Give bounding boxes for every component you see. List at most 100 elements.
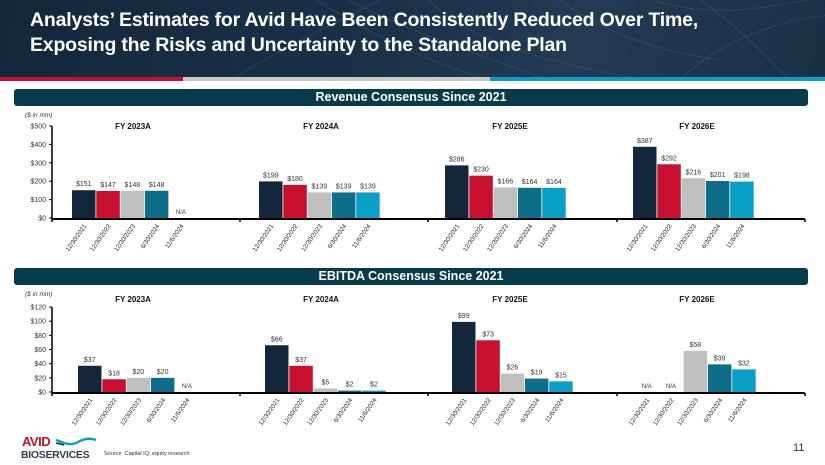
ebitda-x-tick-label: 12/30/2022	[95, 397, 119, 427]
revenue-data-label: $148	[125, 182, 141, 189]
ebitda-x-tick-label: 6/30/2024	[332, 397, 354, 424]
revenue-bar	[120, 190, 145, 218]
revenue-bar	[259, 181, 283, 218]
ebitda-x-tick-label: 11/6/2024	[357, 397, 379, 424]
ebitda-data-label: $66	[271, 336, 283, 343]
ebitda-data-label-na: N/A	[666, 384, 676, 390]
ebitda-x-tick-label: 6/30/2024	[519, 397, 541, 424]
ebitda-data-label: $5	[321, 379, 329, 386]
revenue-y-tick-label: $100	[30, 197, 46, 204]
ebitda-y-tick-label: $120	[30, 305, 46, 312]
ebitda-x-tick-label: 12/30/2022	[652, 397, 676, 427]
ebitda-data-label: $2	[346, 382, 354, 389]
revenue-data-label: $139	[336, 183, 352, 190]
revenue-y-tick-label: $300	[30, 160, 46, 167]
ebitda-bar	[452, 321, 476, 392]
ebitda-data-label: $37	[84, 357, 96, 364]
page-number: 11	[793, 442, 805, 454]
ebitda-x-tick-label: 12/30/2022	[469, 397, 493, 427]
ebitda-bar	[683, 350, 708, 392]
ebitda-x-tick-label: 11/6/2024	[544, 397, 566, 424]
ebitda-data-label: $18	[108, 370, 120, 377]
ebitda-bar	[500, 373, 525, 392]
revenue-y-tick-label: $200	[30, 179, 46, 186]
revenue-y-tick-label: $0	[38, 216, 46, 223]
revenue-bar	[469, 175, 493, 218]
ebitda-x-tick-label: 12/30/2023	[493, 397, 517, 427]
ebitda-x-tick-label: 12/30/2022	[282, 397, 306, 427]
avid-logo: AVID BIOSERVICES	[20, 434, 100, 461]
ebitda-data-label: $20	[157, 369, 169, 376]
ebitda-y-tick-label: $20	[34, 375, 46, 382]
revenue-data-label: $216	[686, 169, 702, 176]
stripe-gray	[183, 77, 490, 81]
revenue-bar	[307, 192, 332, 218]
revenue-group-title: FY 2023A	[115, 122, 151, 131]
revenue-data-label: $292	[661, 155, 677, 162]
ebitda-group-title: FY 2024A	[303, 295, 339, 304]
logo-text-bottom: BIOSERVICES	[21, 449, 90, 460]
revenue-bar	[705, 181, 730, 218]
revenue-group-title: FY 2025E	[492, 122, 528, 131]
ebitda-x-tick-label: 12/30/2023	[676, 397, 700, 427]
revenue-data-label: $286	[449, 156, 465, 163]
revenue-bar	[730, 181, 754, 218]
ebitda-data-label: $73	[482, 331, 494, 338]
ebitda-bar	[265, 345, 289, 392]
revenue-bar	[633, 146, 657, 218]
revenue-data-label: $139	[312, 183, 328, 190]
ebitda-bar	[707, 364, 732, 392]
ebitda-x-tick-label: 6/30/2024	[702, 397, 724, 424]
ebitda-data-label-na: N/A	[642, 384, 652, 390]
stripe-red	[0, 77, 183, 81]
revenue-group-title: FY 2026E	[679, 122, 715, 131]
banner-decoration	[234, 0, 825, 77]
revenue-group-title: FY 2024A	[303, 122, 339, 131]
revenue-bar	[493, 187, 518, 218]
revenue-data-label: $151	[76, 181, 92, 188]
revenue-data-label: $147	[100, 182, 116, 189]
ebitda-data-label: $99	[458, 313, 470, 320]
revenue-bar	[542, 187, 566, 218]
ebitda-bar	[549, 381, 573, 392]
revenue-data-label: $180	[287, 176, 303, 183]
ebitda-x-tick-label: 12/30/2021	[258, 397, 282, 427]
revenue-data-label: $148	[149, 182, 165, 189]
ebitda-bar	[102, 379, 126, 392]
ebitda-unit-label: ($ in mm)	[25, 291, 52, 298]
ebitda-data-label: $37	[295, 357, 307, 364]
revenue-bar	[96, 190, 120, 218]
revenue-y-tick-label: $400	[30, 142, 46, 149]
revenue-data-label-na: N/A	[176, 210, 186, 216]
ebitda-bar	[337, 390, 362, 392]
ebitda-bar	[524, 378, 549, 392]
ebitda-y-tick-label: $80	[34, 333, 46, 340]
ebitda-bar	[289, 365, 313, 392]
ebitda-y-tick-label: $40	[34, 361, 46, 368]
page-title: Analysts’ Estimates for Avid Have Been C…	[30, 8, 698, 58]
ebitda-x-tick-label: 11/6/2024	[170, 397, 192, 424]
ebitda-y-tick-label: $100	[30, 319, 46, 326]
ebitda-bar	[150, 377, 175, 392]
ebitda-data-label: $26	[507, 365, 519, 372]
ebitda-x-tick-label: 12/30/2023	[119, 397, 143, 427]
ebitda-x-tick-label: 12/30/2021	[71, 397, 95, 427]
revenue-y-tick-label: $500	[30, 124, 46, 131]
ebitda-x-tick-label: 12/30/2021	[445, 397, 469, 427]
revenue-data-label: $199	[263, 172, 279, 179]
ebitda-data-label-na: N/A	[182, 384, 192, 390]
ebitda-bar	[126, 377, 151, 392]
title-banner: Analysts’ Estimates for Avid Have Been C…	[0, 0, 825, 77]
revenue-data-label: $139	[360, 183, 376, 190]
ebitda-data-label: $19	[531, 370, 543, 377]
revenue-data-label: $198	[734, 173, 750, 180]
title-line-1: Analysts’ Estimates for Avid Have Been C…	[30, 9, 699, 31]
ebitda-x-tick-label: 12/30/2021	[628, 397, 652, 427]
ebitda-x-tick-label: 6/30/2024	[145, 397, 167, 424]
revenue-data-label: $387	[637, 138, 653, 145]
revenue-bar	[517, 187, 542, 218]
ebitda-bar	[476, 340, 500, 392]
ebitda-data-label: $20	[133, 369, 145, 376]
revenue-bar	[356, 192, 380, 218]
ebitda-x-tick-label: 12/30/2023	[306, 397, 330, 427]
